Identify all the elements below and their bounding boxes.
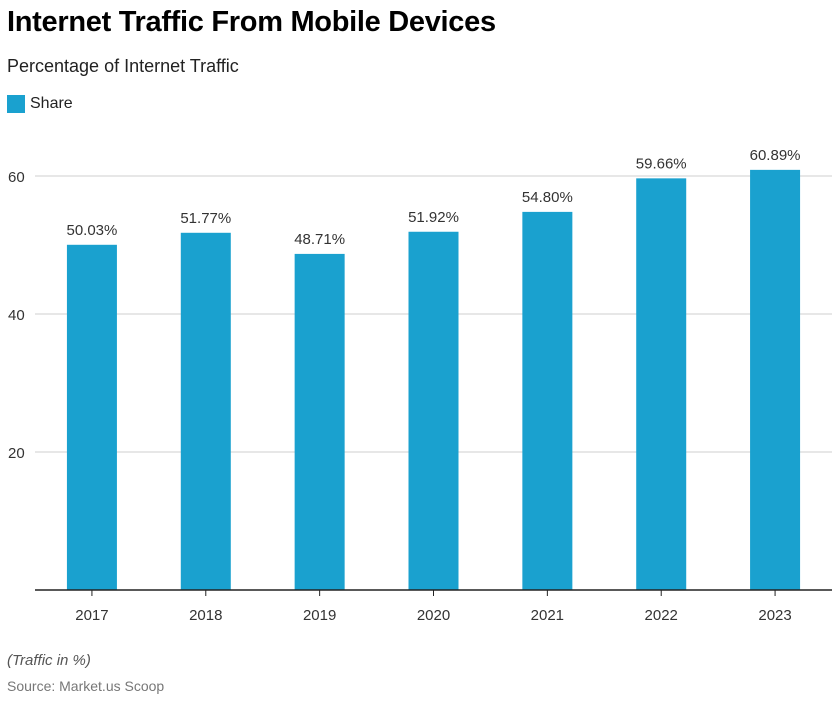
bar-2017 — [66, 244, 117, 590]
x-tick-label-2021: 2021 — [531, 607, 564, 624]
data-label-2022: 59.66% — [636, 155, 687, 172]
bar-2022 — [636, 178, 687, 590]
chart-title: Internet Traffic From Mobile Devices — [7, 6, 496, 38]
y-tick-label-40: 40 — [8, 307, 25, 324]
x-tick-label-2017: 2017 — [75, 607, 108, 624]
bar-2021 — [522, 211, 573, 590]
y-tick-label-20: 20 — [8, 445, 25, 462]
chart-subtitle: Percentage of Internet Traffic — [7, 56, 239, 76]
legend: Share — [7, 95, 73, 113]
data-label-2023: 60.89% — [750, 147, 801, 164]
bar-2018 — [180, 232, 231, 591]
source-text: Source: Market.us Scoop — [7, 678, 165, 694]
data-label-2020: 51.92% — [408, 209, 459, 226]
legend-swatch — [7, 95, 25, 113]
bar-2019 — [294, 253, 345, 590]
bar-2023 — [750, 169, 801, 590]
data-label-2018: 51.77% — [180, 210, 231, 227]
y-tick-label-60: 60 — [8, 169, 25, 186]
data-label-2017: 50.03% — [66, 222, 117, 239]
bar-2020 — [408, 231, 459, 590]
x-tick-label-2023: 2023 — [758, 607, 791, 624]
data-label-2019: 48.71% — [294, 231, 345, 248]
units-note: (Traffic in %) — [7, 652, 91, 669]
x-tick-label-2019: 2019 — [303, 607, 336, 624]
x-tick-label-2022: 2022 — [645, 607, 678, 624]
x-tick-label-2018: 2018 — [189, 607, 222, 624]
legend-label-share: Share — [30, 95, 73, 112]
x-tick-label-2020: 2020 — [417, 607, 450, 624]
data-label-2021: 54.80% — [522, 189, 573, 206]
